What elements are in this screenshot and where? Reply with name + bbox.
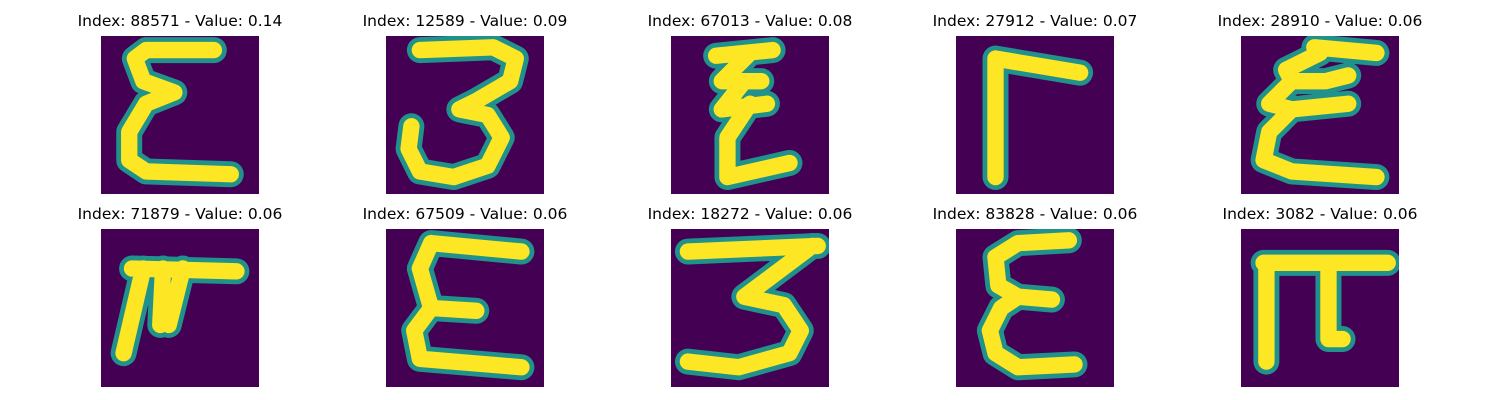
glyph-image (386, 36, 544, 194)
glyph-stroke-core (987, 50, 1089, 186)
panel: Index: 67013 - Value: 0.08 (620, 12, 880, 194)
panel: Index: 3082 - Value: 0.06 (1190, 205, 1450, 387)
glyph-stroke-core (121, 41, 239, 183)
panel-title: Index: 27912 - Value: 0.07 (932, 12, 1138, 30)
panel: Index: 67509 - Value: 0.06 (335, 205, 595, 387)
panel-title: Index: 67509 - Value: 0.06 (362, 205, 568, 223)
glyph-stroke-core (115, 260, 245, 362)
glyph-stroke-core (1255, 39, 1385, 186)
glyph-image (101, 36, 259, 194)
panel-title: Index: 83828 - Value: 0.06 (932, 205, 1138, 223)
panel: Index: 12589 - Value: 0.09 (335, 12, 595, 194)
panel-title: Index: 88571 - Value: 0.14 (77, 12, 283, 30)
panel: Index: 18272 - Value: 0.06 (620, 205, 880, 387)
glyph-stroke-core (406, 234, 530, 376)
panel: Index: 88571 - Value: 0.14 (50, 12, 310, 194)
glyph-stroke-core (400, 39, 524, 186)
panel-title: Index: 28910 - Value: 0.06 (1217, 12, 1423, 30)
glyph-image (101, 229, 259, 387)
glyph-image (671, 229, 829, 387)
glyph-stroke-core (1255, 254, 1396, 370)
glyph-image (1241, 36, 1399, 194)
panel: Index: 28910 - Value: 0.06 (1190, 12, 1450, 194)
glyph-stroke-core (679, 237, 826, 376)
panel: Index: 27912 - Value: 0.07 (905, 12, 1165, 194)
panel-title: Index: 71879 - Value: 0.06 (77, 205, 283, 223)
panel: Index: 83828 - Value: 0.06 (905, 205, 1165, 387)
panel-title: Index: 3082 - Value: 0.06 (1222, 205, 1418, 223)
panel-title: Index: 12589 - Value: 0.09 (362, 12, 568, 30)
glyph-image (956, 229, 1114, 387)
glyph-stroke-core (981, 232, 1083, 376)
glyph-image (671, 36, 829, 194)
panel-title: Index: 67013 - Value: 0.08 (647, 12, 853, 30)
panel: Index: 71879 - Value: 0.06 (50, 205, 310, 387)
glyph-stroke-core (707, 41, 798, 186)
glyph-image (956, 36, 1114, 194)
glyph-image (386, 229, 544, 387)
glyph-image (1241, 229, 1399, 387)
panel-title: Index: 18272 - Value: 0.06 (647, 205, 853, 223)
